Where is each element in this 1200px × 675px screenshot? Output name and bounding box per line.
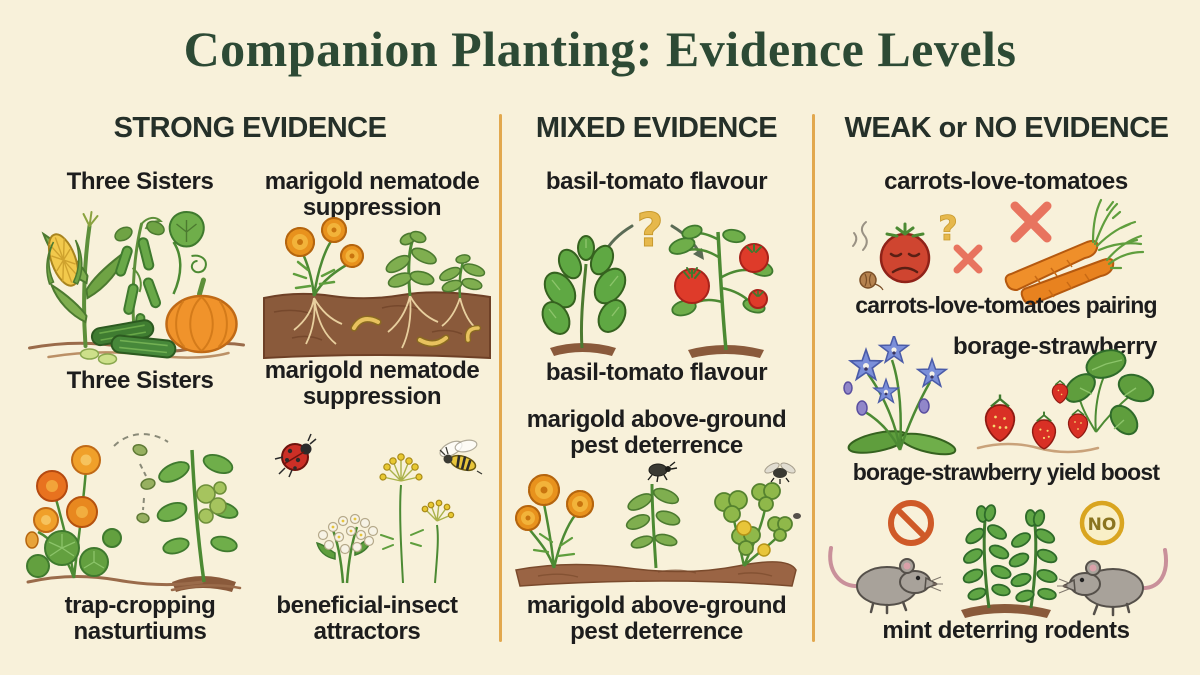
soil-ground: [515, 561, 797, 587]
label-three-sisters-bottom: Three Sisters: [66, 367, 214, 394]
dill-plant: [379, 453, 455, 584]
nasturtium-trap-illustration: [25, 433, 242, 592]
label-marigold-pest-bottom: marigold above-ground pest deterrence: [503, 593, 810, 645]
column-divider-right: [812, 114, 815, 642]
green-tomatoes: [196, 481, 227, 524]
nematode-worms: [350, 315, 481, 347]
label-basil-tomato-bottom: basil-tomato flavour: [545, 359, 768, 386]
label-carrots-tomatoes-top: carrots-love-tomatoes: [884, 168, 1128, 195]
aphids: [113, 433, 169, 524]
no-badge: NO: [1079, 500, 1125, 546]
marigold-plant: [515, 474, 594, 569]
sad-tomato: [879, 222, 931, 284]
mint-plants: [961, 504, 1058, 618]
label-beneficial-insects: beneficial-insect attractors: [252, 593, 482, 645]
shallot-bulb: [859, 271, 884, 291]
plant-roots: [293, 295, 479, 349]
label-line: marigold nematode: [264, 357, 480, 384]
squash-blossoms: [736, 520, 771, 557]
column-header-mixed: MIXED EVIDENCE: [535, 112, 778, 144]
carrots: [1004, 198, 1145, 306]
label-carrots-tomatoes-bottom: carrots-love-tomatoes pairing: [855, 292, 1157, 318]
tomato-fruits: [674, 243, 769, 309]
x-mark-large: [1010, 201, 1052, 243]
mint-rodents-illustration: NO: [828, 500, 1168, 618]
marigold-pest-illustration: [515, 461, 801, 587]
label-nasturtiums: trap-cropping nasturtiums: [25, 593, 255, 645]
no-badge-text: NO: [1088, 515, 1117, 535]
label-mint-rodents: mint deterring rodents: [882, 617, 1130, 644]
basil-tomato-illustration: ?: [541, 203, 774, 358]
yarrow-florets: [317, 513, 379, 555]
wasp-icon: [439, 439, 483, 475]
squash-vine: [168, 210, 207, 295]
beetle-icon: [647, 461, 678, 483]
beneficial-insects-illustration: [274, 433, 483, 584]
marigold-plant: [285, 217, 364, 297]
page-title: Companion Planting: Evidence Levels: [183, 21, 1017, 77]
label-line: nasturtiums: [73, 618, 207, 645]
prohibition-icon: [888, 500, 934, 546]
marigold-flower: [566, 490, 594, 518]
rat-right: [1057, 548, 1168, 617]
label-line: suppression: [302, 383, 442, 410]
squash-plant: [714, 482, 793, 567]
column-divider-left: [499, 114, 502, 642]
nasturtium-flowers: [25, 445, 101, 549]
strawberry-plant: [976, 349, 1155, 454]
label-line: attractors: [313, 618, 421, 645]
label-line: suppression: [302, 194, 442, 221]
tomato-seedling: [156, 449, 239, 583]
label-line: marigold above-ground: [526, 592, 787, 619]
rat-left: [828, 546, 943, 615]
borage-plant: [843, 336, 957, 456]
nasturtium-plant: [25, 445, 122, 579]
label-line: trap-cropping: [64, 592, 216, 619]
label-line: marigold nematode: [264, 168, 480, 195]
label-basil-tomato-top: basil-tomato flavour: [545, 168, 768, 195]
ladybug-icon: [274, 433, 317, 478]
marigold-flower: [340, 244, 364, 268]
borage-strawberry-illustration: [843, 336, 1155, 456]
marigold-nematode-illustration: [263, 217, 491, 360]
question-mark: ?: [938, 209, 958, 249]
seedling-small: [439, 254, 486, 299]
tomato-plant: [668, 224, 774, 358]
label-line: beneficial-insect: [276, 592, 458, 619]
label-three-sisters-top: Three Sisters: [66, 168, 214, 195]
fly-icon: [764, 462, 796, 484]
label-marigold-nematode-bottom: marigold nematode suppression: [252, 358, 492, 410]
carrot-greens: [1091, 198, 1145, 270]
basil-plant: [541, 235, 627, 356]
soil-ground: [26, 574, 242, 592]
label-marigold-pest-top: marigold above-ground pest deterrence: [503, 407, 810, 459]
marigold-flower: [321, 217, 347, 243]
cucumbers: [79, 319, 177, 365]
label-marigold-nematode-top: marigold nematode suppression: [252, 169, 492, 221]
strawberries: [984, 379, 1089, 450]
dill-umbels: [379, 453, 455, 519]
label-line: pest deterrence: [570, 618, 743, 645]
label-line: marigold above-ground: [526, 406, 787, 433]
column-header-weak: WEAK or NO EVIDENCE: [844, 112, 1169, 144]
marigold-flower: [515, 505, 541, 531]
label-line: pest deterrence: [570, 432, 743, 459]
question-mark: ?: [637, 203, 664, 257]
label-borage-strawberry-bottom: borage-strawberry yield boost: [852, 459, 1160, 485]
column-header-strong: STRONG EVIDENCE: [113, 112, 387, 144]
yarrow-plant: [315, 513, 379, 584]
three-sisters-illustration: [28, 210, 245, 365]
aphid-small: [793, 513, 801, 519]
seedling-large: [385, 230, 437, 297]
marigold-flower: [528, 474, 560, 506]
carrots-tomatoes-illustration: ?: [852, 198, 1145, 306]
stink-lines: [852, 221, 868, 251]
green-seedling: [625, 483, 681, 569]
marigold-flower: [285, 227, 315, 257]
pumpkin: [165, 277, 238, 354]
x-mark-small: [953, 244, 983, 274]
